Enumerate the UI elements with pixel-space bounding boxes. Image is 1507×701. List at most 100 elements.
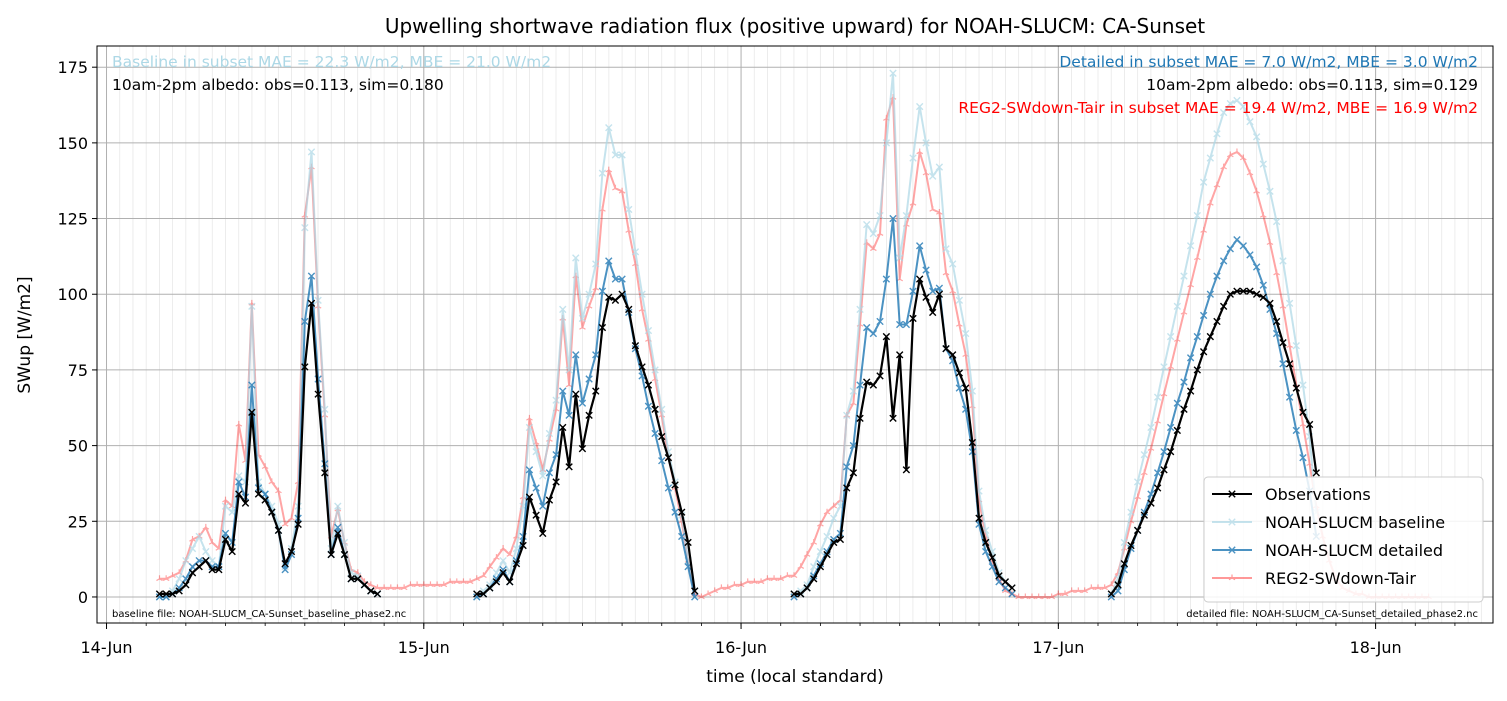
baseline-point bbox=[585, 290, 593, 298]
observations-point bbox=[836, 535, 845, 544]
reg2-point bbox=[1266, 239, 1274, 246]
observations-point bbox=[810, 575, 818, 583]
detailed-point bbox=[843, 463, 851, 471]
reg2-point bbox=[1048, 593, 1056, 600]
baseline-point bbox=[915, 102, 924, 111]
observations-point bbox=[902, 466, 911, 474]
observations-point bbox=[1193, 366, 1201, 374]
baseline-point bbox=[1279, 257, 1287, 265]
observations-point bbox=[823, 550, 831, 559]
reg2-point bbox=[1094, 584, 1102, 591]
reg2-point bbox=[506, 551, 514, 557]
observations-point bbox=[1166, 447, 1175, 456]
observations-point bbox=[671, 481, 679, 489]
observations-point bbox=[961, 384, 970, 392]
detailed-point bbox=[1239, 242, 1248, 250]
reg2-point bbox=[1147, 445, 1155, 451]
baseline-point bbox=[605, 124, 613, 132]
baseline-point bbox=[935, 163, 944, 171]
detailed-point bbox=[1285, 393, 1294, 401]
reg2-point bbox=[1279, 302, 1287, 309]
x-tick-label: 16-Jun bbox=[715, 638, 767, 657]
baseline-file-annotation: baseline file: NOAH-SLUCM_CA-Sunset_base… bbox=[112, 609, 406, 620]
baseline-point bbox=[1127, 508, 1135, 516]
reg2-point bbox=[427, 581, 434, 588]
reg2-point bbox=[413, 581, 421, 588]
legend-swatch-observations bbox=[1212, 490, 1252, 498]
detailed-point bbox=[307, 272, 316, 280]
reg2-point bbox=[268, 478, 276, 485]
observations-point bbox=[995, 572, 1003, 580]
baseline-point bbox=[1233, 96, 1241, 105]
reg2-point bbox=[1173, 336, 1181, 342]
observations-point bbox=[915, 275, 924, 283]
reg2-point bbox=[1213, 181, 1221, 188]
observations-point bbox=[876, 372, 884, 380]
detailed-stats-annotation: Detailed in subset MAE = 7.0 W/m2, MBE =… bbox=[1059, 53, 1478, 71]
reg2-point bbox=[1154, 417, 1161, 424]
baseline-point bbox=[638, 290, 646, 298]
baseline-point bbox=[301, 223, 309, 232]
baseline-point bbox=[539, 472, 547, 480]
baseline-point bbox=[856, 305, 864, 314]
baseline-point bbox=[202, 547, 210, 556]
observations-point bbox=[314, 390, 322, 398]
observations-point bbox=[373, 590, 382, 598]
observations-point bbox=[241, 499, 250, 507]
detailed-point bbox=[882, 275, 891, 283]
reg2-point bbox=[466, 578, 474, 585]
detailed-point bbox=[1180, 378, 1188, 386]
detailed-point bbox=[611, 275, 620, 283]
baseline-point bbox=[1173, 302, 1182, 311]
detailed-point bbox=[301, 317, 309, 326]
reg2-point bbox=[1253, 187, 1260, 194]
observations-point bbox=[929, 308, 937, 317]
baseline-point bbox=[889, 69, 897, 77]
reg2-point bbox=[1299, 420, 1307, 427]
reg2-point bbox=[1286, 342, 1293, 348]
observations-point bbox=[1008, 584, 1016, 592]
observations-point bbox=[512, 559, 521, 568]
baseline-point bbox=[545, 429, 554, 438]
legend-label-baseline: NOAH-SLUCM baseline bbox=[1265, 513, 1445, 532]
baseline-point bbox=[182, 556, 190, 565]
detailed-point bbox=[261, 490, 269, 498]
observations-point bbox=[1246, 287, 1254, 295]
baseline-line bbox=[1110, 99, 1318, 595]
reg2-point bbox=[473, 575, 481, 582]
baseline-point bbox=[849, 387, 858, 395]
reg2-point bbox=[605, 166, 613, 173]
baseline-point bbox=[1133, 478, 1142, 486]
observations-point bbox=[856, 414, 864, 423]
reg2-point bbox=[480, 572, 487, 579]
observations-point bbox=[268, 508, 276, 516]
reg2-point bbox=[1220, 163, 1227, 170]
observations-point bbox=[1233, 287, 1241, 295]
reg2-point bbox=[790, 572, 798, 579]
observations-point bbox=[909, 314, 917, 323]
reg2-point bbox=[1187, 281, 1194, 288]
reg2-point bbox=[718, 584, 725, 591]
reg2-point bbox=[202, 523, 210, 530]
detailed-point bbox=[1246, 251, 1254, 259]
reg2-point bbox=[909, 199, 917, 206]
detailed-point bbox=[856, 381, 864, 389]
y-tick-label: 0 bbox=[78, 588, 88, 607]
baseline-point bbox=[248, 302, 256, 311]
observations-point bbox=[942, 345, 950, 353]
observations-point bbox=[625, 305, 633, 314]
detailed-line bbox=[1110, 238, 1318, 598]
detailed-point bbox=[235, 478, 243, 486]
reg2-point bbox=[764, 575, 771, 582]
observations-point bbox=[545, 496, 554, 504]
reg2-point bbox=[1226, 151, 1234, 158]
baseline-point bbox=[552, 396, 560, 404]
reg2-point bbox=[711, 587, 719, 594]
baseline-point bbox=[235, 472, 243, 480]
observations-point bbox=[1206, 332, 1215, 341]
reg2-point bbox=[737, 581, 745, 588]
baseline-point bbox=[1206, 154, 1215, 162]
baseline-point bbox=[882, 139, 891, 147]
reg2-point bbox=[1041, 593, 1049, 600]
reg2-point bbox=[1239, 154, 1247, 161]
